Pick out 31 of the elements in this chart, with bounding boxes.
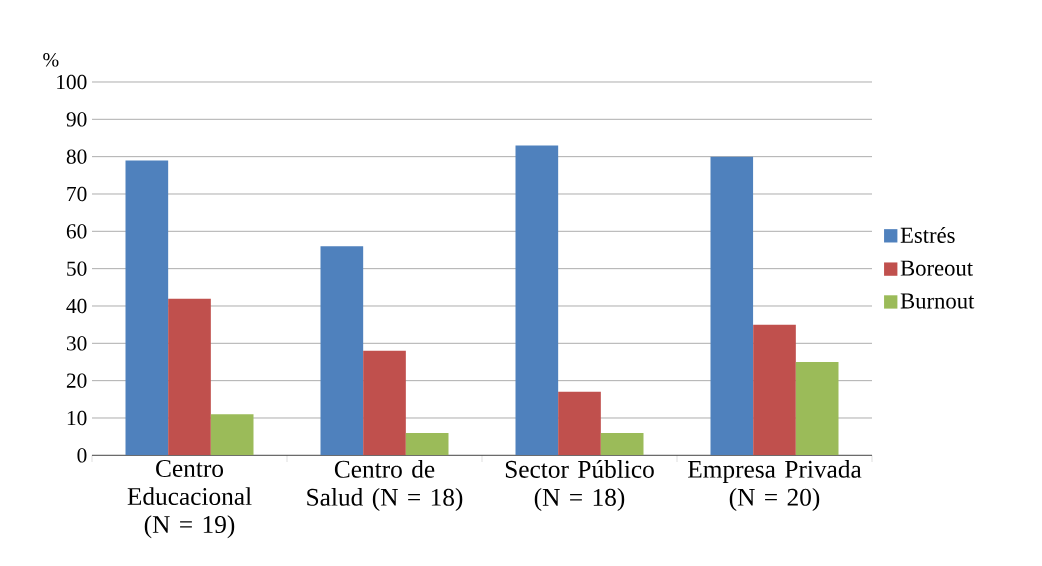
bar bbox=[125, 160, 169, 456]
y-tick-label: 0 bbox=[77, 448, 87, 463]
bar bbox=[363, 350, 406, 456]
y-axis-title: % bbox=[43, 53, 59, 67]
bar bbox=[795, 361, 839, 456]
y-tick-label: 70 bbox=[67, 186, 87, 202]
legend-label: Burnout bbox=[900, 293, 975, 309]
y-tick-label: 30 bbox=[66, 336, 87, 351]
bar bbox=[515, 145, 559, 456]
y-tick-label: 90 bbox=[66, 112, 87, 127]
y-tick-label: 20 bbox=[66, 373, 87, 388]
bar bbox=[710, 156, 754, 456]
bar bbox=[753, 324, 796, 456]
x-tick-label: Empresa Privada (N = 20) bbox=[688, 460, 862, 511]
x-tick-label: Centro Educacional (N = 19) bbox=[127, 460, 252, 539]
y-tick-label: 60 bbox=[66, 224, 87, 239]
bar bbox=[320, 246, 364, 456]
bar bbox=[405, 432, 449, 456]
bar bbox=[558, 391, 601, 456]
legend-label: Estrés bbox=[900, 226, 955, 243]
bar bbox=[168, 298, 211, 456]
x-tick-label: Sector Público (N = 18) bbox=[505, 460, 654, 512]
bar bbox=[600, 432, 644, 456]
legend-label: Boreout bbox=[900, 260, 973, 276]
x-tick-label: Centro de Salud (N = 18) bbox=[307, 460, 463, 511]
y-tick-label: 40 bbox=[66, 298, 87, 314]
bar bbox=[210, 414, 254, 456]
y-tick-label: 100 bbox=[57, 74, 87, 90]
y-tick-label: 10 bbox=[67, 410, 87, 426]
y-tick-label: 80 bbox=[66, 149, 87, 164]
y-tick-label: 50 bbox=[67, 261, 87, 276]
